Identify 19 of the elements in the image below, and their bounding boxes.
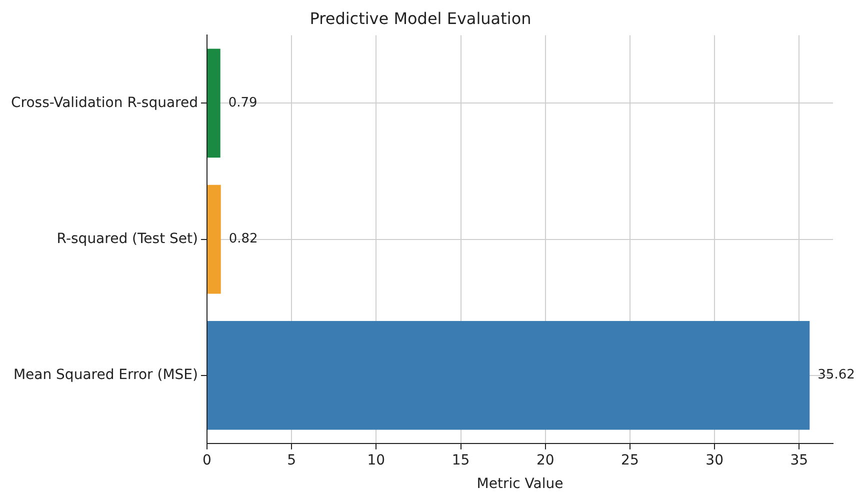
data-label: 35.62 (818, 368, 855, 383)
data-label: 0.79 (228, 96, 258, 111)
data-label: 0.82 (228, 232, 258, 247)
bar (207, 320, 810, 430)
x-tick-label: 25 (621, 452, 639, 468)
bar (207, 48, 220, 158)
x-tick-label: 10 (367, 452, 386, 468)
y-tick-label: Cross-Validation R-squared (11, 94, 198, 111)
x-tick-label: 0 (202, 452, 212, 468)
y-tick-label: Mean Squared Error (MSE) (13, 367, 198, 384)
x-tick-label: 35 (790, 452, 808, 468)
chart-title: Predictive Model Evaluation (310, 8, 532, 28)
bar (207, 184, 221, 294)
x-tick-label: 5 (287, 452, 296, 468)
x-tick-label: 15 (452, 452, 470, 468)
x-tick-label: 30 (706, 452, 724, 468)
x-axis-title: Metric Value (476, 476, 564, 492)
x-tick-label: 20 (536, 452, 554, 468)
y-tick-label: R-squared (Test Set) (56, 230, 198, 247)
